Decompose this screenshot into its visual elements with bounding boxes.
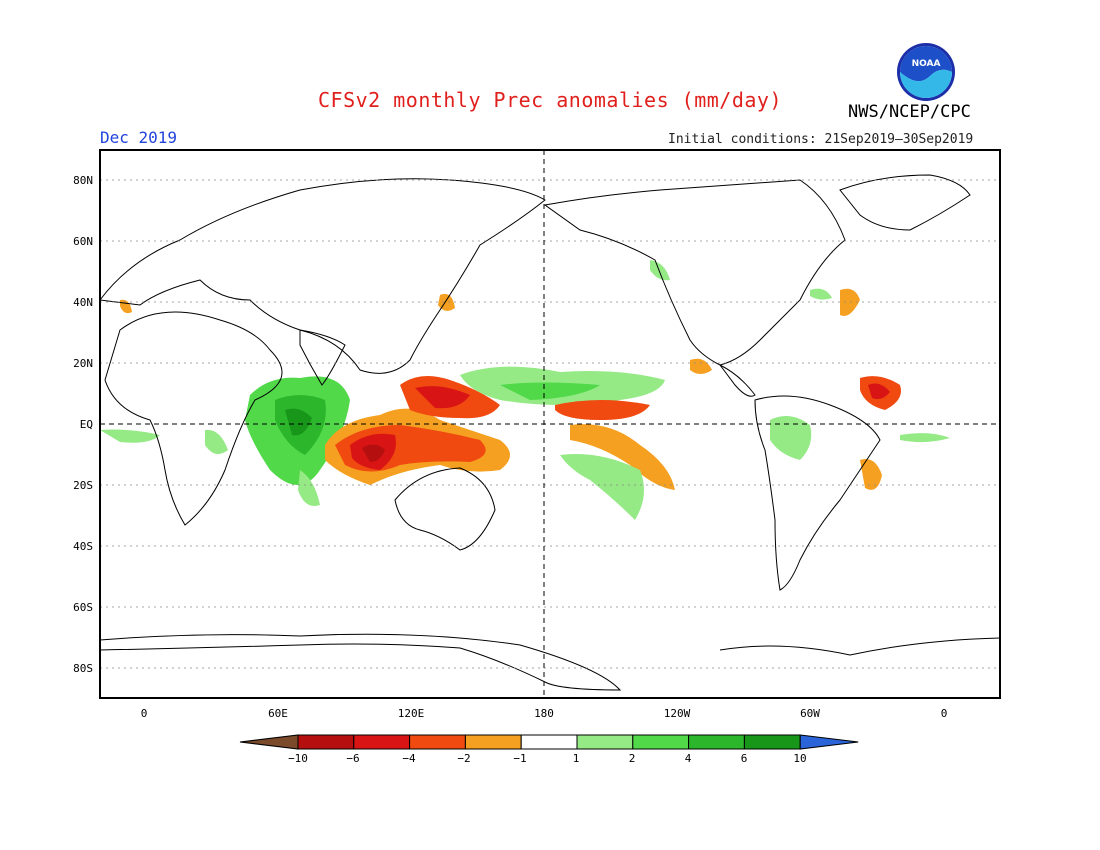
anomaly-shading xyxy=(100,260,950,520)
lon-label: 0 xyxy=(941,707,948,720)
lon-label: 180 xyxy=(534,707,554,720)
colorbar-swatch xyxy=(743,734,801,750)
lat-label: 60S xyxy=(73,601,93,614)
colorbar-swatch xyxy=(464,734,522,750)
initial-conditions: Initial conditions: 21Sep2019–30Sep2019 xyxy=(668,132,974,147)
lat-label: 40N xyxy=(73,296,93,309)
colorbar-swatch xyxy=(297,734,355,750)
lon-label: 120W xyxy=(664,707,691,720)
colorbar-swatch xyxy=(520,734,578,750)
lat-label: 20N xyxy=(73,357,93,370)
lat-label: EQ xyxy=(80,418,93,431)
colorbar-swatch xyxy=(632,734,690,750)
colorbar-tick: −10 xyxy=(288,752,308,765)
colorbar-swatch xyxy=(576,734,634,750)
colorbar-tick: −4 xyxy=(402,752,416,765)
colorbar-tick: −6 xyxy=(346,752,359,765)
lon-label: 120E xyxy=(398,707,425,720)
lon-label: 60W xyxy=(800,707,820,720)
colorbar-swatch-max xyxy=(799,734,859,750)
lat-label: 40S xyxy=(73,540,93,553)
lon-label: 60E xyxy=(268,707,288,720)
colorbar-tick: −2 xyxy=(457,752,470,765)
colorbar-swatch xyxy=(353,734,411,750)
colorbar-tick: 6 xyxy=(741,752,748,765)
lat-label: 60N xyxy=(73,235,93,248)
gridlines xyxy=(100,179,1000,669)
coastlines xyxy=(99,174,1001,691)
lat-label: 20S xyxy=(73,479,93,492)
lat-label: 80S xyxy=(73,662,93,675)
colorbar-swatch xyxy=(688,734,745,750)
colorbar-tick: −1 xyxy=(513,752,526,765)
forecast-month: Dec 2019 xyxy=(100,128,178,147)
lon-label: 0 xyxy=(141,707,148,720)
colorbar-swatch xyxy=(409,734,466,750)
map-frame xyxy=(99,149,1001,699)
colorbar-swatch-min xyxy=(239,734,299,750)
svg-text:NOAA: NOAA xyxy=(912,59,941,69)
noaa-logo-icon: NOAA xyxy=(897,43,955,101)
colorbar-tick: 1 xyxy=(573,752,580,765)
lat-label: 80N xyxy=(73,174,93,187)
colorbar-tick: 4 xyxy=(685,752,692,765)
chart-title: CFSv2 monthly Prec anomalies (mm/day) xyxy=(317,88,783,112)
colorbar-tick: 10 xyxy=(793,752,806,765)
agency-label: NWS/NCEP/CPC xyxy=(848,102,971,122)
colorbar-tick: 2 xyxy=(629,752,636,765)
